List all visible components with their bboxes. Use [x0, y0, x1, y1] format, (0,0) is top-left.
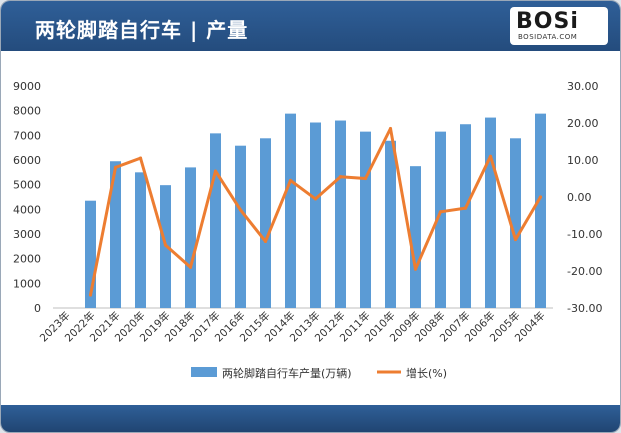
bar	[210, 133, 221, 308]
y-left-tick-label: 8000	[13, 105, 41, 118]
growth-point	[313, 197, 318, 201]
bar	[85, 200, 96, 308]
y-right-tick-label: 10.00	[567, 154, 599, 167]
legend-swatch-bar	[191, 367, 217, 377]
growth-point	[213, 169, 218, 173]
logo-text: BOSi	[516, 9, 579, 34]
bar	[310, 122, 321, 308]
y-left-tick-label: 0	[34, 302, 41, 315]
y-left-tick-label: 6000	[13, 154, 41, 167]
y-left-tick-label: 9000	[13, 80, 41, 93]
growth-point	[113, 165, 118, 169]
legend-label-production: 两轮脚踏自行车产量(万辆)	[222, 366, 352, 380]
growth-point	[413, 267, 418, 271]
growth-point	[263, 239, 268, 243]
bar	[135, 172, 146, 308]
bar	[510, 138, 521, 308]
y-left-tick-label: 7000	[13, 129, 41, 142]
bar	[535, 113, 546, 308]
bar	[410, 166, 421, 308]
bar	[260, 138, 271, 308]
growth-point	[463, 206, 468, 210]
growth-point	[138, 156, 143, 160]
growth-point	[363, 176, 368, 181]
bar	[335, 120, 346, 309]
growth-point	[513, 237, 518, 242]
bar	[385, 140, 396, 308]
y-right-tick-label: -20.00	[567, 265, 602, 278]
y-left-tick-label: 3000	[13, 228, 41, 241]
growth-point	[88, 293, 93, 297]
bar	[435, 131, 446, 308]
chart-title: 两轮脚踏自行车 | 产量	[35, 18, 249, 42]
growth-point	[238, 208, 243, 212]
bar	[110, 161, 121, 308]
y-left-tick-label: 1000	[13, 277, 41, 290]
y-left-tick-label: 5000	[13, 179, 41, 192]
growth-point	[188, 265, 193, 269]
growth-point	[288, 178, 293, 182]
bosi-logo: BOSi BOSIDATA.COM	[510, 7, 608, 45]
y-right-tick-label: 20.00	[567, 117, 599, 130]
growth-point	[438, 210, 443, 214]
bar	[285, 113, 296, 308]
y-right-tick-label: 0.00	[567, 191, 592, 204]
bar	[235, 145, 246, 308]
y-right-tick-label: 30.00	[567, 80, 599, 93]
header-bar: 两轮脚踏自行车 | 产量 BOSi BOSIDATA.COM	[1, 1, 620, 51]
footer-bar	[1, 405, 620, 432]
y-left-tick-label: 2000	[13, 253, 41, 266]
legend-label-growth: 增长(%)	[406, 366, 447, 380]
growth-point	[388, 126, 393, 131]
bar	[360, 131, 371, 308]
combo-chart: 0 1000 2000 3000 4000 5000 6000 7000 8000 9000 30.…	[13, 80, 602, 380]
growth-point	[338, 175, 343, 179]
y-left-tick-label: 4000	[13, 203, 41, 216]
y-right-tick-label: -30.00	[567, 302, 602, 315]
bar	[485, 117, 496, 308]
logo-subtitle: BOSIDATA.COM	[518, 33, 578, 41]
bar	[185, 167, 196, 308]
growth-point	[538, 195, 543, 199]
y-right-tick-label: -10.00	[567, 228, 602, 241]
growth-point	[488, 154, 493, 158]
growth-point	[163, 243, 168, 247]
bar	[460, 124, 471, 308]
